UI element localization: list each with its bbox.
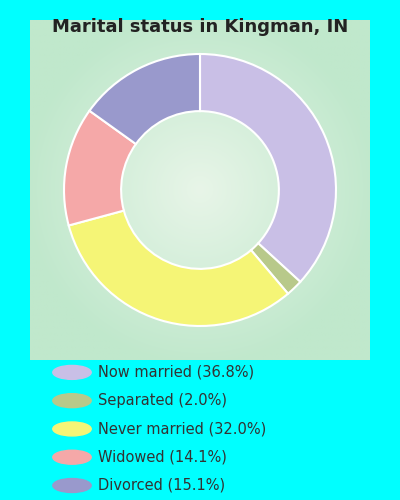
Text: Widowed (14.1%): Widowed (14.1%) <box>98 450 227 464</box>
Text: Separated (2.0%): Separated (2.0%) <box>98 393 227 408</box>
Wedge shape <box>90 54 200 144</box>
Circle shape <box>53 394 91 407</box>
Circle shape <box>53 450 91 464</box>
Circle shape <box>53 422 91 436</box>
Circle shape <box>53 478 91 492</box>
Wedge shape <box>251 244 300 294</box>
Text: Never married (32.0%): Never married (32.0%) <box>98 422 266 436</box>
Circle shape <box>53 366 91 380</box>
Wedge shape <box>69 210 288 326</box>
Text: Divorced (15.1%): Divorced (15.1%) <box>98 478 225 493</box>
Wedge shape <box>64 111 136 226</box>
Wedge shape <box>200 54 336 282</box>
Text: Marital status in Kingman, IN: Marital status in Kingman, IN <box>52 18 348 36</box>
Text: Now married (36.8%): Now married (36.8%) <box>98 365 254 380</box>
